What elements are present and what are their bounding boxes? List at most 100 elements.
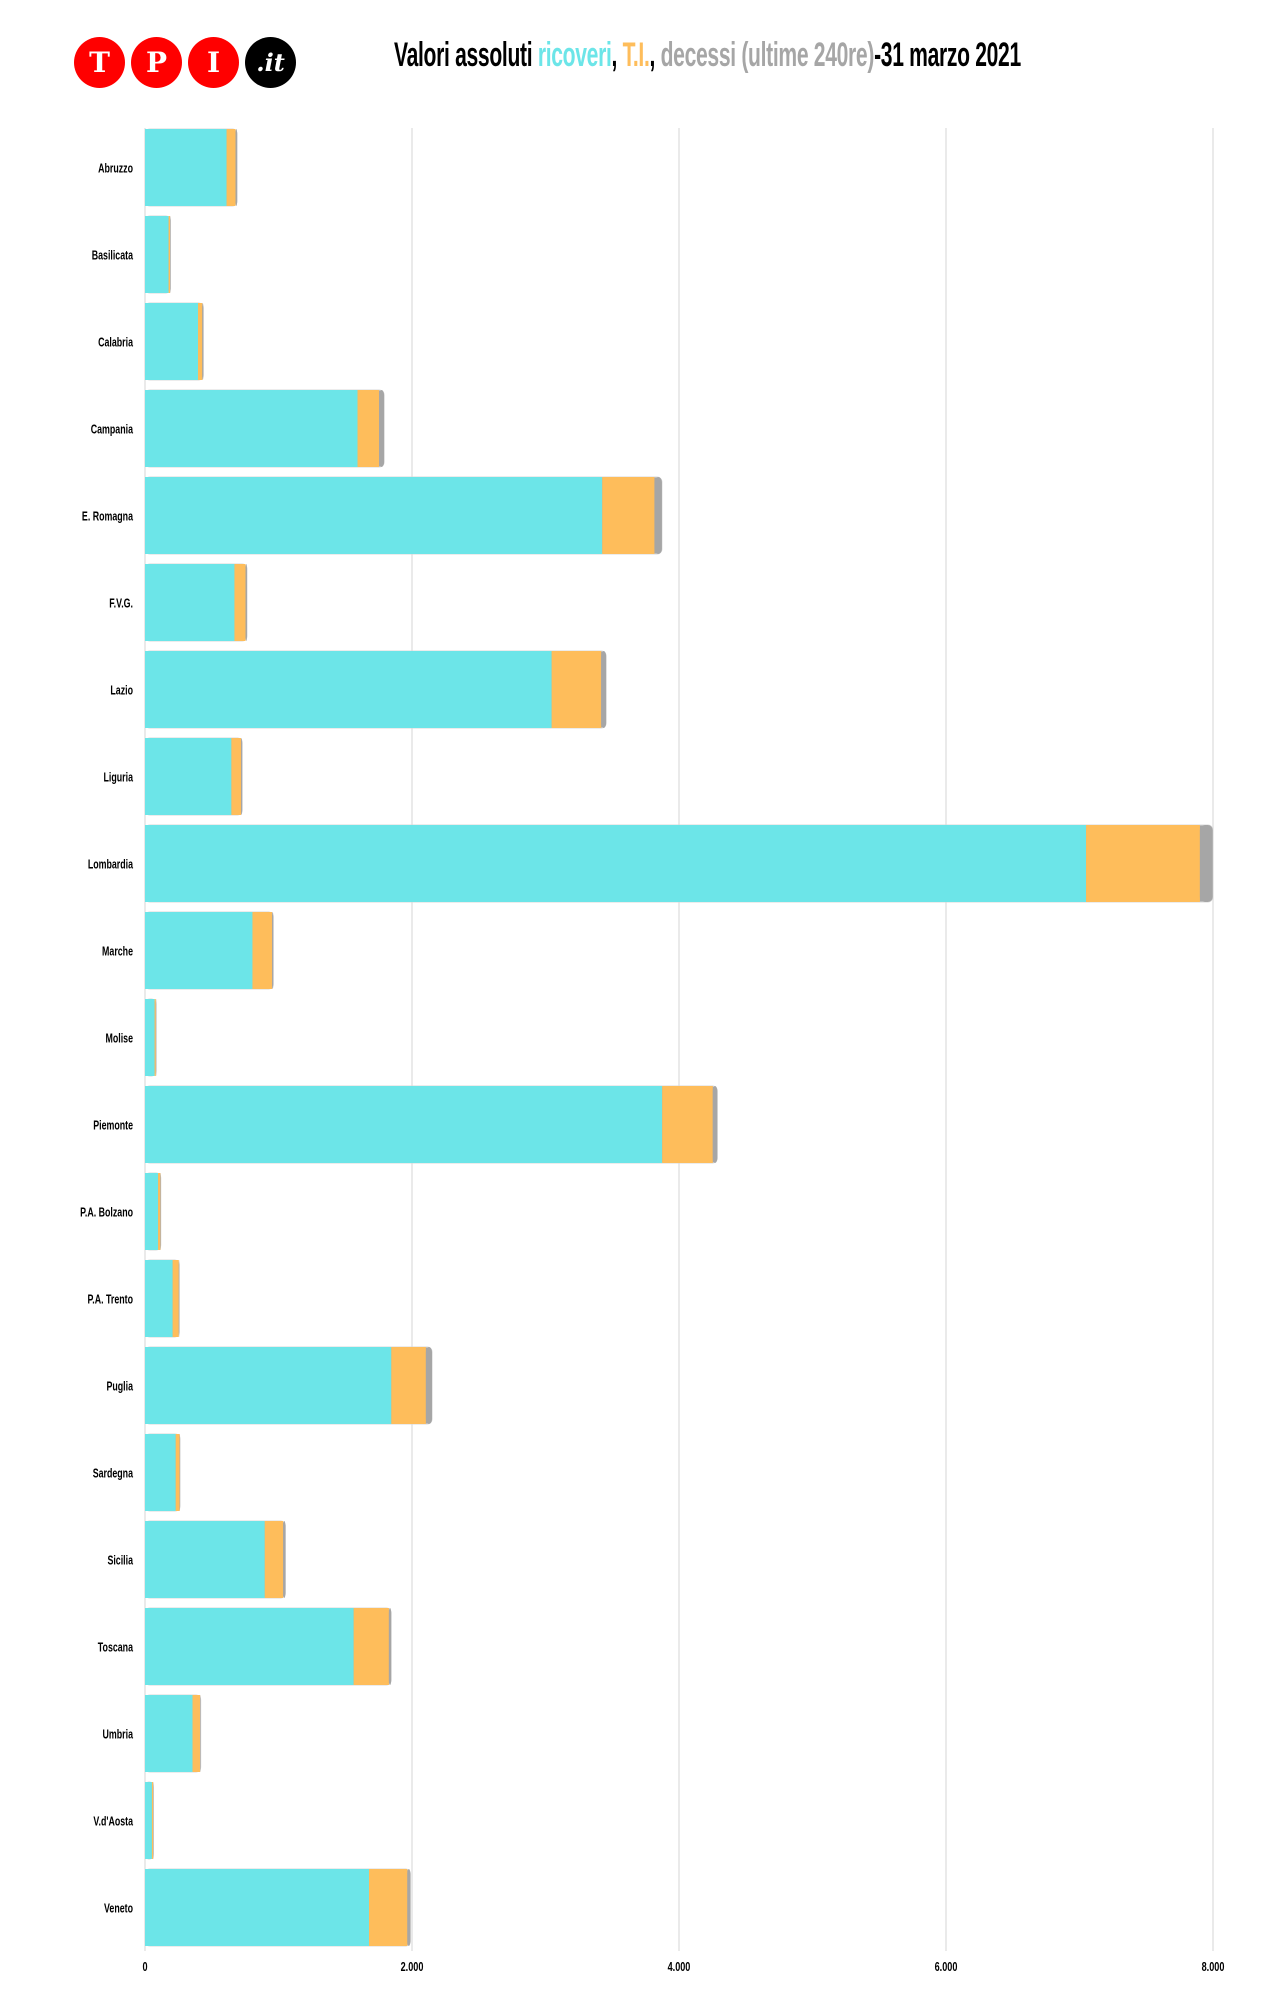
title-part1: Valori assoluti bbox=[394, 36, 538, 74]
logo-letter-p: P bbox=[131, 37, 182, 88]
bar-segment-ti bbox=[226, 129, 236, 206]
x-tick-label: 4.000 bbox=[668, 1961, 691, 1975]
category-label: Marche bbox=[102, 945, 133, 959]
category-label: Abruzzo bbox=[98, 162, 133, 176]
bar-segment-ti bbox=[234, 564, 246, 641]
bar-segment-decessi bbox=[712, 1086, 718, 1163]
bar-segment-ricoveri bbox=[145, 1173, 159, 1250]
bar-segment-ricoveri bbox=[145, 303, 198, 380]
category-label: Basilicata bbox=[92, 249, 134, 263]
category-label: Sicilia bbox=[107, 1554, 133, 1568]
x-tick-label: 8.000 bbox=[1202, 1961, 1225, 1975]
bar-segment-decessi bbox=[245, 564, 247, 641]
bar-segment-ti bbox=[252, 912, 273, 989]
category-label: Veneto bbox=[104, 1902, 133, 1916]
bar-segment-decessi bbox=[388, 1608, 392, 1685]
x-tick-label: 2.000 bbox=[401, 1961, 424, 1975]
category-label: Umbria bbox=[103, 1728, 134, 1742]
category-label: E. Romagna bbox=[82, 510, 134, 524]
category-label: Toscana bbox=[98, 1641, 134, 1655]
category-label: P.A. Trento bbox=[87, 1293, 133, 1307]
logo-letter-i: I bbox=[188, 37, 239, 88]
logo-letter-t: T bbox=[74, 37, 125, 88]
bar-segment-ricoveri bbox=[145, 1869, 370, 1946]
bar-segment-ti bbox=[168, 216, 171, 293]
bar-segment-ti bbox=[391, 1347, 426, 1424]
bar-segment-decessi bbox=[153, 1782, 154, 1859]
x-tick-label: 0 bbox=[142, 1961, 147, 1975]
bar-segment-ti bbox=[551, 651, 602, 728]
bar-segment-decessi bbox=[379, 390, 385, 467]
title-sep2: , bbox=[649, 36, 661, 74]
bar-segment-ti bbox=[154, 999, 156, 1076]
bar-segment-ricoveri bbox=[145, 825, 1087, 902]
bar-segment-ti bbox=[264, 1521, 284, 1598]
bar-segment-ricoveri bbox=[145, 1695, 193, 1772]
bar-segment-ricoveri bbox=[145, 564, 235, 641]
tpi-logo: T P I .it bbox=[74, 37, 296, 89]
category-label: Campania bbox=[91, 423, 134, 437]
bar-segment-ti bbox=[172, 1260, 179, 1337]
title-ti: T.I. bbox=[622, 36, 650, 74]
bar-segment-ti bbox=[353, 1608, 389, 1685]
category-label: Piemonte bbox=[93, 1119, 133, 1133]
bar-segment-ricoveri bbox=[145, 216, 169, 293]
bar-segment-ti bbox=[197, 303, 203, 380]
bar-segment-ricoveri bbox=[145, 390, 358, 467]
bar-segment-ricoveri bbox=[145, 651, 552, 728]
bar-segment-ti bbox=[231, 738, 241, 815]
category-label: Liguria bbox=[104, 771, 134, 785]
bar-segment-decessi bbox=[235, 129, 238, 206]
category-label: Lombardia bbox=[88, 858, 134, 872]
bar-segment-decessi bbox=[178, 1260, 180, 1337]
bar-segment-ricoveri bbox=[145, 1347, 392, 1424]
title-decessi: decessi (ultime 240re) bbox=[660, 36, 875, 74]
category-label: Molise bbox=[106, 1032, 133, 1046]
bar-segment-ricoveri bbox=[145, 1260, 173, 1337]
bar-segment-ricoveri bbox=[145, 129, 227, 206]
bar-segment-decessi bbox=[160, 1173, 161, 1250]
bar-segment-decessi bbox=[200, 1695, 201, 1772]
category-label: Lazio bbox=[110, 684, 133, 698]
title-date: -31 marzo 2021 bbox=[874, 36, 1021, 74]
bar-segment-decessi bbox=[407, 1869, 411, 1946]
bar-segment-ricoveri bbox=[145, 1086, 663, 1163]
bar-segment-decessi bbox=[1199, 825, 1213, 902]
bar-segment-ti bbox=[175, 1434, 180, 1511]
bar-segment-ricoveri bbox=[145, 1782, 152, 1859]
bar-segment-ricoveri bbox=[145, 1608, 354, 1685]
bar-segment-decessi bbox=[283, 1521, 286, 1598]
bar-segment-ricoveri bbox=[145, 999, 155, 1076]
bar-segment-ricoveri bbox=[145, 912, 253, 989]
bar-segment-decessi bbox=[654, 477, 662, 554]
bar-segment-decessi bbox=[202, 303, 204, 380]
bar-segment-ti bbox=[602, 477, 655, 554]
bar-segment-ricoveri bbox=[145, 1434, 176, 1511]
chart-title: Valori assoluti ricoveri, T.I., decessi … bbox=[394, 36, 1200, 76]
category-label: V.d'Aosta bbox=[93, 1815, 133, 1829]
logo-it: .it bbox=[245, 37, 296, 88]
bar-segment-ti bbox=[1086, 825, 1200, 902]
title-ricoveri: ricoveri bbox=[537, 36, 612, 74]
bar-segment-ti bbox=[357, 390, 380, 467]
bar-segment-ricoveri bbox=[145, 477, 603, 554]
bar-segment-decessi bbox=[240, 738, 243, 815]
category-label: Puglia bbox=[106, 1380, 133, 1394]
bar-segment-ti bbox=[151, 1782, 154, 1859]
bar-segment-decessi bbox=[179, 1434, 181, 1511]
title-sep1: , bbox=[611, 36, 623, 74]
bar-segment-ti bbox=[662, 1086, 713, 1163]
bar-segment-ricoveri bbox=[145, 1521, 265, 1598]
bar-segment-ti bbox=[369, 1869, 408, 1946]
category-label: P.A. Bolzano bbox=[80, 1206, 133, 1220]
category-label: Calabria bbox=[98, 336, 134, 350]
category-label: F.V.G. bbox=[109, 597, 133, 611]
bar-segment-decessi bbox=[170, 216, 171, 293]
bar-segment-decessi bbox=[155, 999, 157, 1076]
category-label: Sardegna bbox=[93, 1467, 134, 1481]
bar-segment-decessi bbox=[272, 912, 274, 989]
bar-segment-ricoveri bbox=[145, 738, 232, 815]
bar-segment-decessi bbox=[425, 1347, 433, 1424]
bar-segment-ti bbox=[192, 1695, 201, 1772]
